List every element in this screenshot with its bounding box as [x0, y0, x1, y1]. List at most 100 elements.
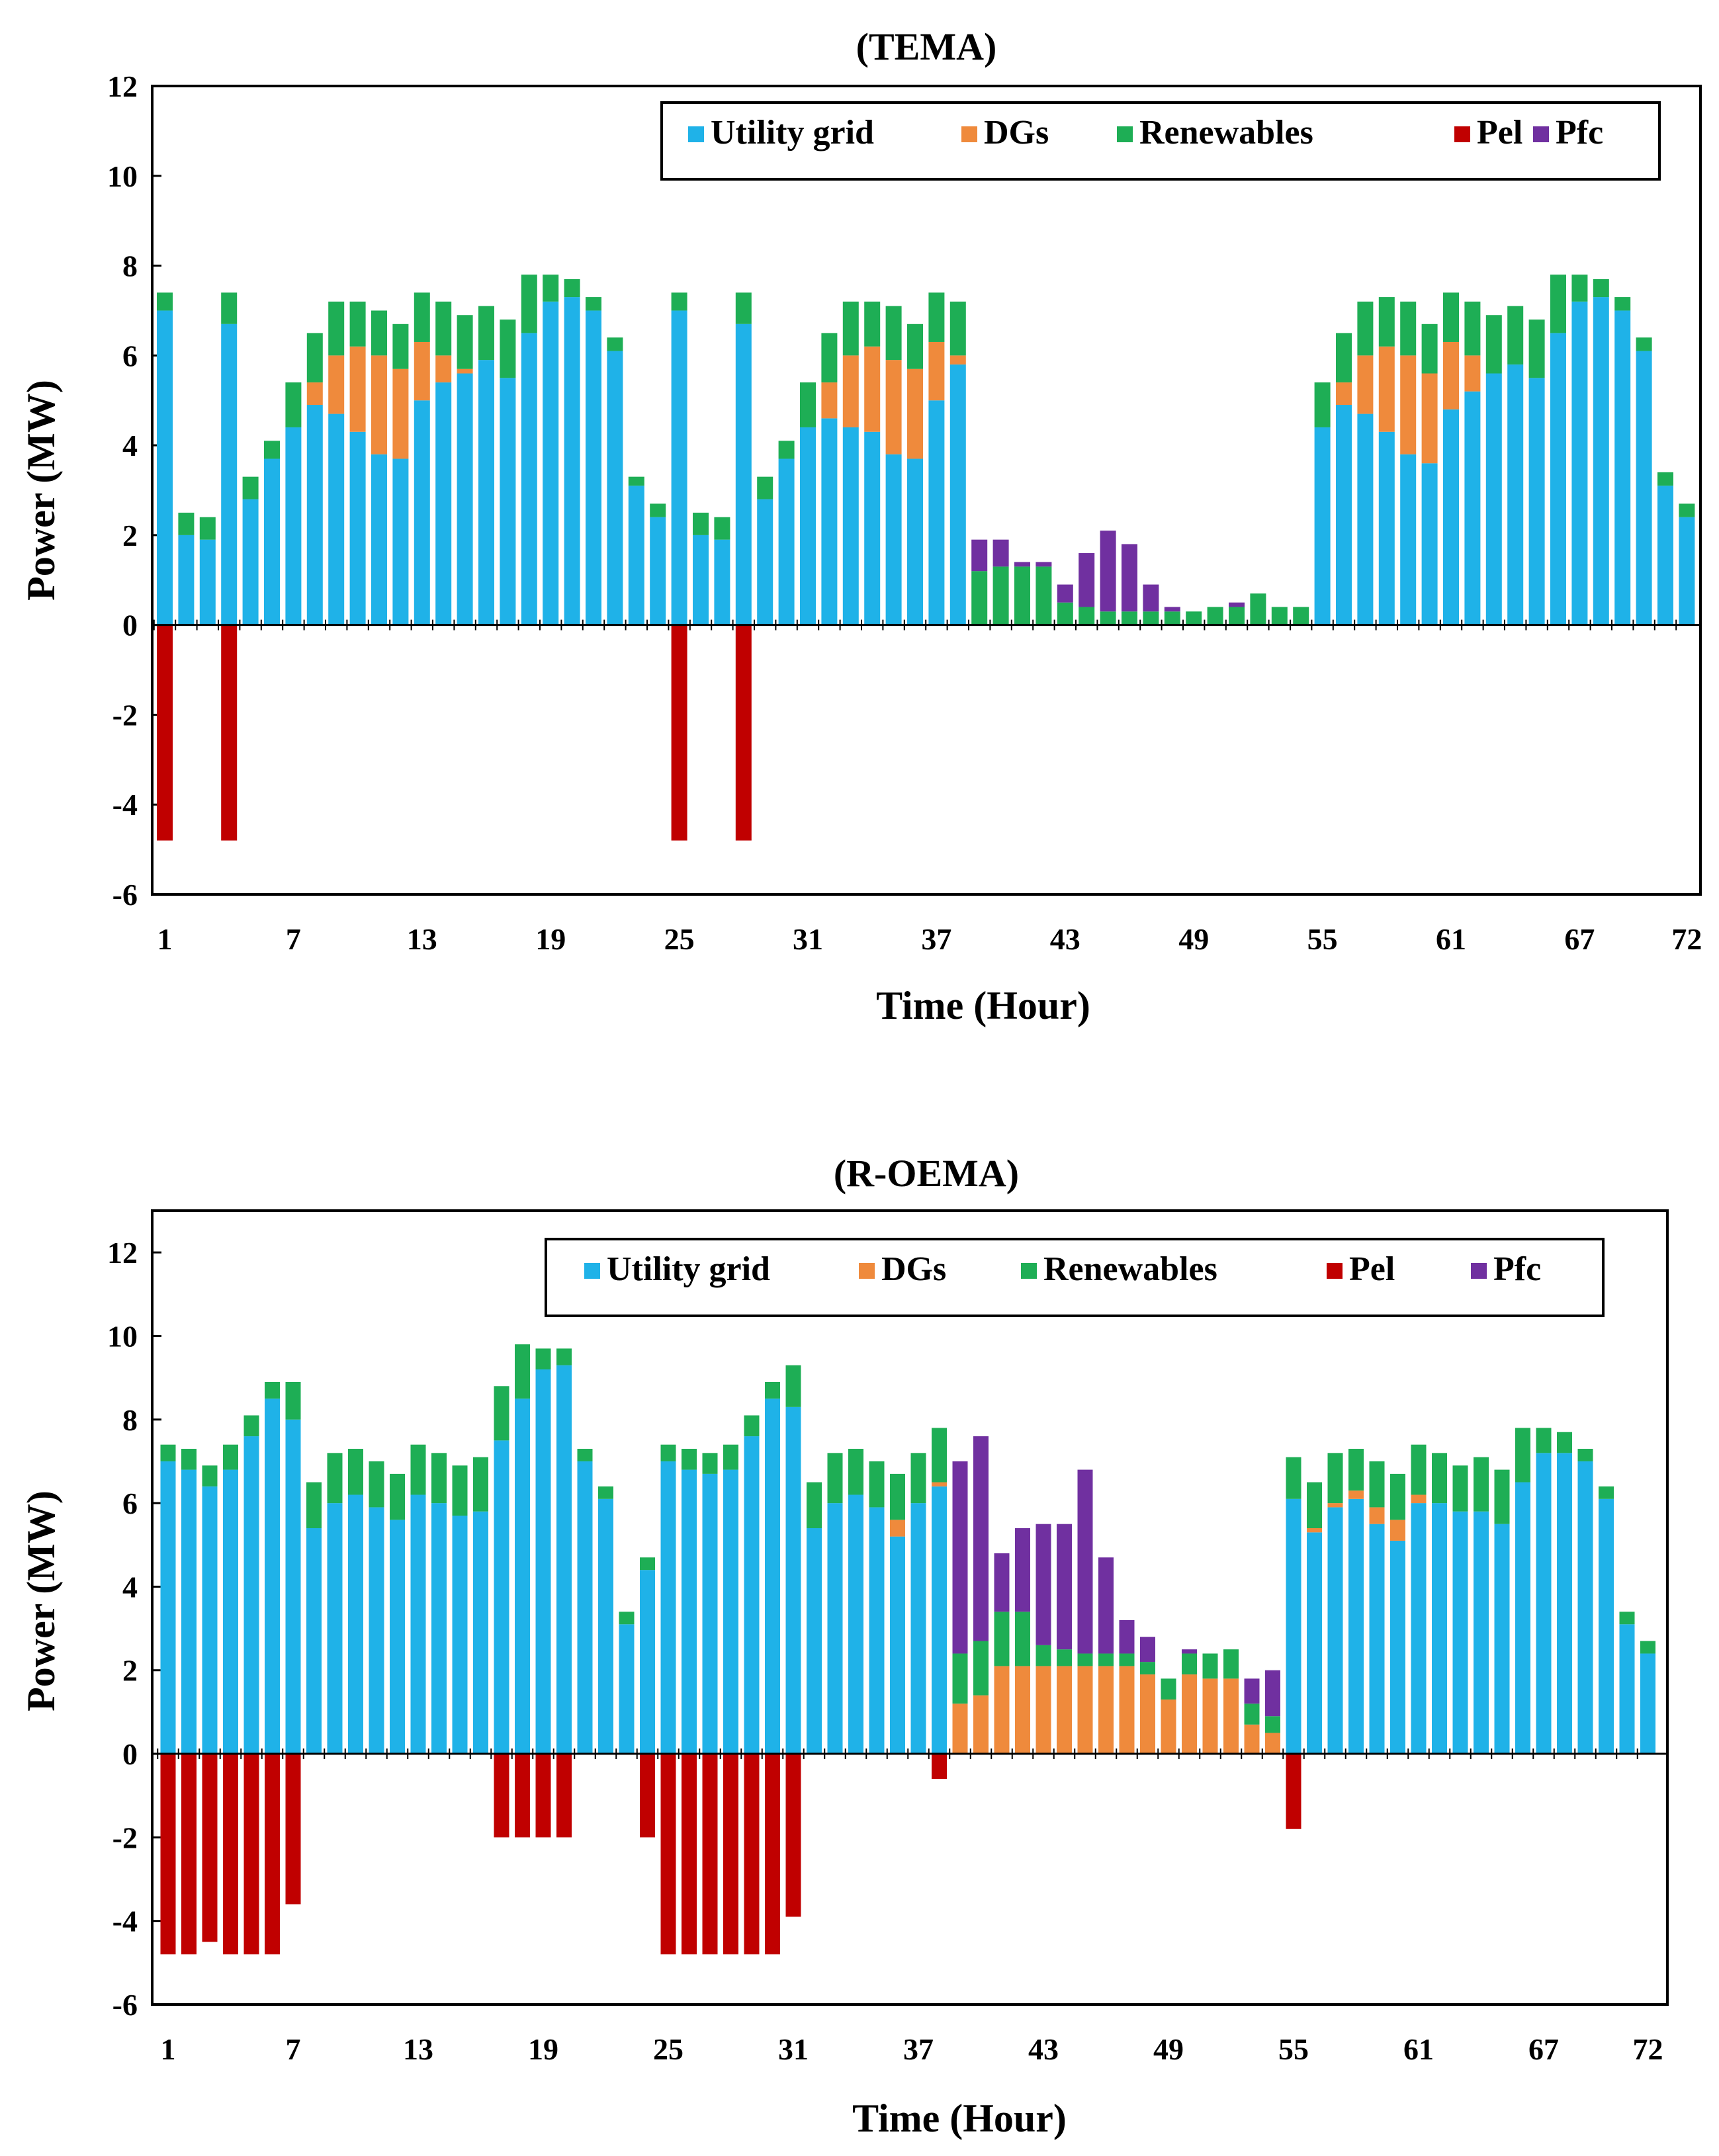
bar-pfc	[971, 540, 987, 572]
bar-renewables	[1679, 503, 1695, 517]
bar-dgs	[1379, 347, 1395, 432]
bar-dgs	[1057, 1666, 1072, 1754]
bar-renewables	[411, 1445, 426, 1495]
bar-utility-grid	[350, 432, 366, 625]
bar-renewables	[1529, 320, 1545, 378]
x-axis-label: Time (Hour)	[852, 2096, 1067, 2140]
bar-utility-grid	[693, 535, 709, 625]
bar-renewables	[350, 302, 366, 347]
bar-renewables	[807, 1483, 822, 1528]
bar-renewables	[1100, 611, 1116, 625]
bar-renewables	[714, 517, 730, 540]
bar-renewables	[1057, 603, 1073, 625]
bar-pel	[265, 1754, 280, 1954]
bar-renewables	[221, 292, 237, 324]
bar-renewables	[1400, 302, 1416, 355]
bar-utility-grid	[515, 1399, 530, 1754]
x-tick-label: 55	[1278, 2032, 1309, 2066]
bar-utility-grid	[661, 1461, 676, 1754]
bar-utility-grid	[1571, 302, 1587, 625]
y-tick-label: 12	[107, 69, 138, 103]
bar-pel	[556, 1754, 572, 1837]
bar-dgs	[932, 1483, 947, 1487]
bar-utility-grid	[911, 1503, 926, 1754]
x-axis-label: Time (Hour)	[876, 984, 1090, 1027]
bar-dgs	[435, 355, 451, 382]
bar-pfc	[1122, 544, 1137, 611]
bar-renewables	[1474, 1457, 1489, 1512]
bar-pfc	[1245, 1678, 1260, 1703]
bar-renewables	[1203, 1653, 1218, 1678]
bar-pel	[494, 1754, 509, 1837]
legend-label: Pel	[1349, 1250, 1395, 1288]
bar-dgs	[1098, 1666, 1114, 1754]
legend-swatch	[688, 126, 704, 142]
bar-pfc	[1036, 1524, 1051, 1645]
bar-renewables	[1550, 275, 1566, 333]
bar-renewables	[223, 1445, 238, 1470]
bar-renewables	[950, 302, 966, 355]
bar-renewables	[864, 302, 880, 347]
bar-renewables	[1250, 593, 1266, 625]
bar-renewables	[473, 1457, 488, 1512]
legend-swatch	[1454, 126, 1470, 142]
bar-renewables	[564, 279, 580, 297]
x-tick-label: 61	[1436, 922, 1466, 956]
bar-dgs	[821, 382, 837, 418]
bar-utility-grid	[494, 1440, 509, 1754]
bar-utility-grid	[243, 499, 259, 625]
y-tick-label: -4	[112, 788, 138, 822]
bar-dgs	[843, 355, 859, 427]
bar-pfc	[1140, 1637, 1155, 1662]
bar-renewables	[1464, 302, 1480, 355]
bar-utility-grid	[348, 1494, 363, 1754]
bar-pel	[244, 1754, 259, 1954]
x-tick-label: 25	[653, 2032, 683, 2066]
bar-utility-grid	[757, 499, 773, 625]
bar-utility-grid	[390, 1520, 405, 1754]
bar-pfc	[1120, 1620, 1135, 1654]
x-tick-label: 1	[157, 922, 173, 956]
bar-renewables	[1079, 607, 1094, 625]
y-tick-label: -2	[112, 1821, 138, 1854]
bar-dgs	[1422, 373, 1438, 463]
bar-renewables	[629, 477, 644, 486]
y-tick-label: 4	[122, 1570, 138, 1604]
bar-utility-grid	[411, 1494, 426, 1754]
bar-utility-grid	[864, 432, 880, 625]
bar-dgs	[1140, 1674, 1155, 1754]
bar-renewables	[928, 292, 944, 342]
bar-renewables	[494, 1386, 509, 1440]
y-tick-label: -6	[112, 878, 138, 912]
bar-dgs	[928, 342, 944, 400]
bar-utility-grid	[607, 351, 623, 625]
bar-pfc	[1165, 607, 1180, 612]
legend-swatch	[961, 126, 977, 142]
bar-pfc	[1057, 1524, 1072, 1649]
y-tick-label: 0	[122, 609, 138, 642]
bar-renewables	[1057, 1649, 1072, 1666]
bar-utility-grid	[536, 1369, 551, 1754]
bar-pfc	[1098, 1557, 1114, 1653]
bar-utility-grid	[1379, 432, 1395, 625]
bar-utility-grid	[1474, 1512, 1489, 1754]
y-tick-label: 10	[107, 159, 138, 193]
bar-dgs	[1245, 1725, 1260, 1754]
bar-pel	[682, 1754, 697, 1954]
x-tick-label: 31	[778, 2032, 809, 2066]
bar-renewables	[1014, 566, 1030, 625]
bar-dgs	[328, 355, 344, 413]
x-tick-label: 1	[161, 2032, 176, 2066]
bar-pel	[221, 625, 237, 841]
bar-utility-grid	[1515, 1483, 1530, 1754]
bar-renewables	[328, 1453, 343, 1503]
bar-renewables	[457, 315, 473, 368]
bar-pel	[736, 625, 752, 841]
legend: Utility grid DGs Renewables Pel Pfc	[662, 103, 1659, 179]
x-tick-label: 19	[535, 922, 566, 956]
bar-renewables	[1411, 1445, 1427, 1495]
bar-utility-grid	[435, 382, 451, 625]
bar-utility-grid	[1486, 373, 1502, 625]
bar-pfc	[1057, 585, 1073, 603]
bar-renewables	[848, 1449, 863, 1494]
